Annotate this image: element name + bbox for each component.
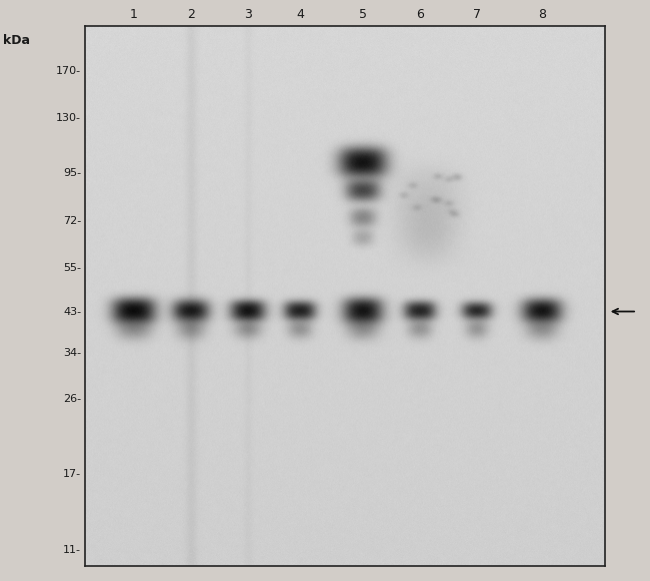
Text: 4: 4 xyxy=(296,9,304,21)
Text: kDa: kDa xyxy=(3,34,31,47)
Text: 95-: 95- xyxy=(63,168,81,178)
Text: 7: 7 xyxy=(473,9,481,21)
Text: 6: 6 xyxy=(416,9,424,21)
Text: 72-: 72- xyxy=(63,216,81,227)
Text: 130-: 130- xyxy=(57,113,81,123)
Text: 2: 2 xyxy=(187,9,195,21)
Text: 8: 8 xyxy=(538,9,546,21)
Text: 5: 5 xyxy=(359,9,367,21)
Text: 17-: 17- xyxy=(63,469,81,479)
Text: 43-: 43- xyxy=(63,307,81,317)
Text: 11-: 11- xyxy=(63,545,81,555)
Text: 170-: 170- xyxy=(56,66,81,76)
Text: 26-: 26- xyxy=(63,394,81,404)
Text: 1: 1 xyxy=(130,9,138,21)
Text: 34-: 34- xyxy=(63,347,81,357)
Text: 55-: 55- xyxy=(63,263,81,274)
Text: 3: 3 xyxy=(244,9,252,21)
